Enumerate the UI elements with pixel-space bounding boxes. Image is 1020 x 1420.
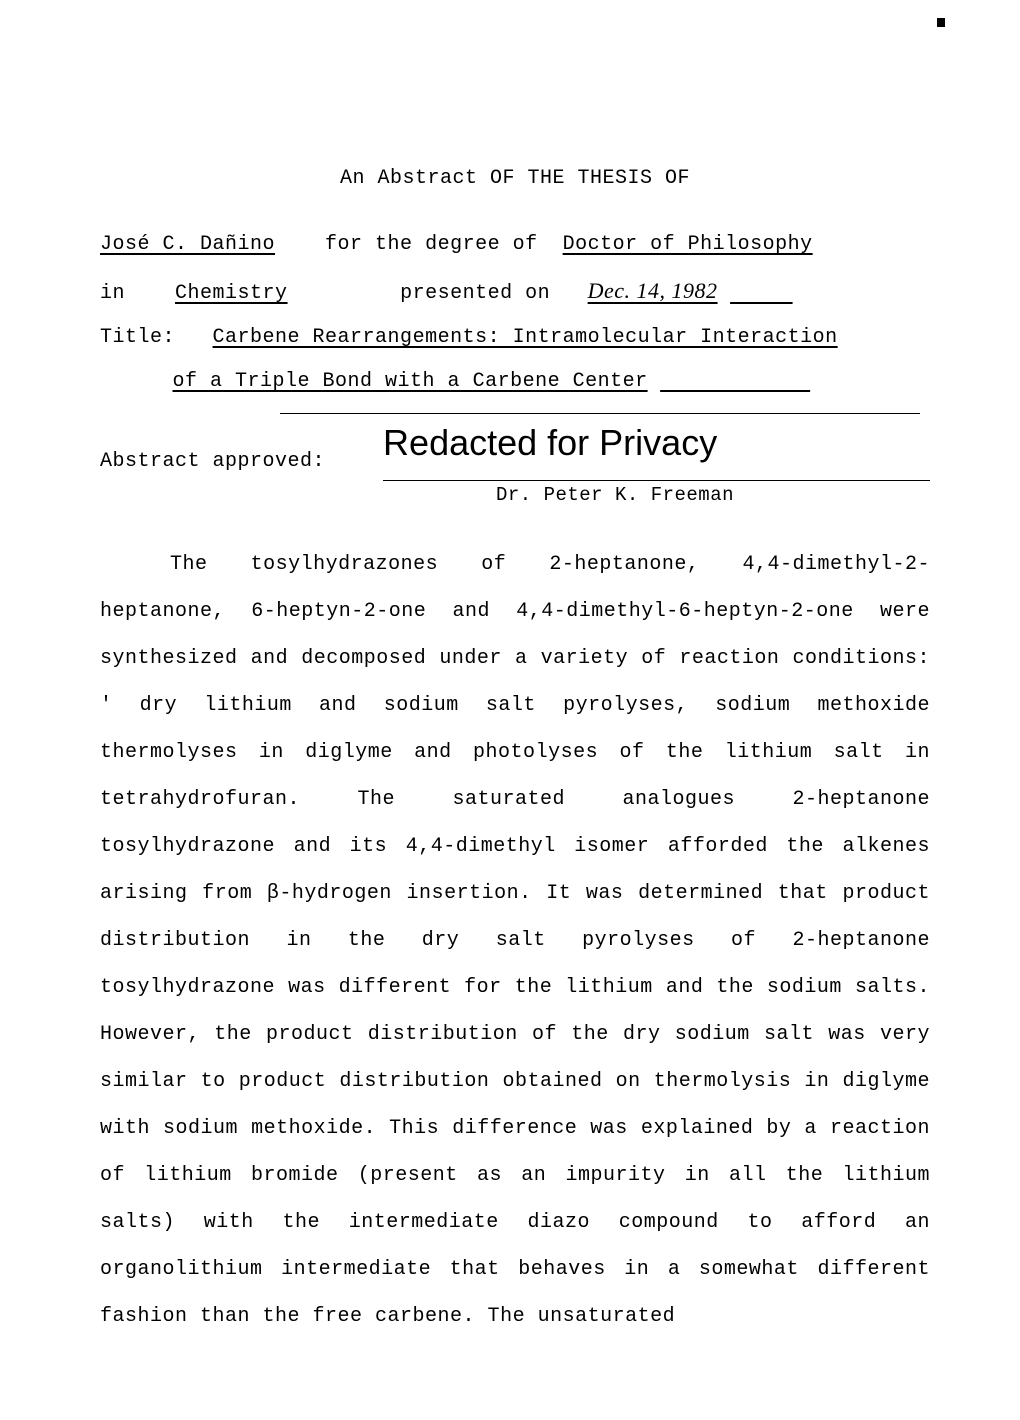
abstract-body: The tosylhydrazones of 2-heptanone, 4,4-… bbox=[100, 541, 930, 1340]
presented-label: presented on bbox=[400, 282, 550, 305]
page-heading: An Abstract OF THE THESIS OF bbox=[100, 160, 930, 198]
approval-block: Abstract approved: Redacted for Privacy … bbox=[100, 413, 930, 513]
department-name: Chemistry bbox=[175, 282, 288, 305]
presented-date: Dec. 14, 1982 bbox=[588, 278, 718, 303]
thesis-title-part2: of a Triple Bond with a Carbene Center bbox=[173, 370, 648, 393]
approval-row: Abstract approved: Redacted for Privacy bbox=[100, 414, 930, 481]
title-underline-ext bbox=[660, 370, 810, 393]
signature-name: Dr. Peter K. Freeman bbox=[300, 477, 930, 513]
degree-name: Doctor of Philosophy bbox=[563, 233, 813, 256]
approval-label: Abstract approved: bbox=[100, 443, 335, 481]
department-date-line: in Chemistry presented on Dec. 14, 1982 bbox=[100, 270, 930, 313]
redacted-privacy-text: Redacted for Privacy bbox=[383, 409, 930, 481]
title-line-2: of a Triple Bond with a Carbene Center bbox=[100, 363, 930, 401]
author-degree-line: José C. Dañino for the degree of Doctor … bbox=[100, 226, 930, 264]
thesis-title-part1: Carbene Rearrangements: Intramolecular I… bbox=[213, 326, 838, 349]
title-line-1: Title: Carbene Rearrangements: Intramole… bbox=[100, 319, 930, 357]
abstract-text: The tosylhydrazones of 2-heptanone, 4,4-… bbox=[100, 553, 930, 1328]
title-label: Title: bbox=[100, 326, 175, 349]
scan-artifact-dot bbox=[937, 18, 945, 27]
author-name: José C. Dañino bbox=[100, 233, 275, 256]
thesis-abstract-page: An Abstract OF THE THESIS OF José C. Dañ… bbox=[0, 0, 1020, 1400]
degree-prefix: for the degree of bbox=[325, 233, 538, 256]
date-underline-ext bbox=[730, 282, 793, 305]
in-label: in bbox=[100, 282, 125, 305]
